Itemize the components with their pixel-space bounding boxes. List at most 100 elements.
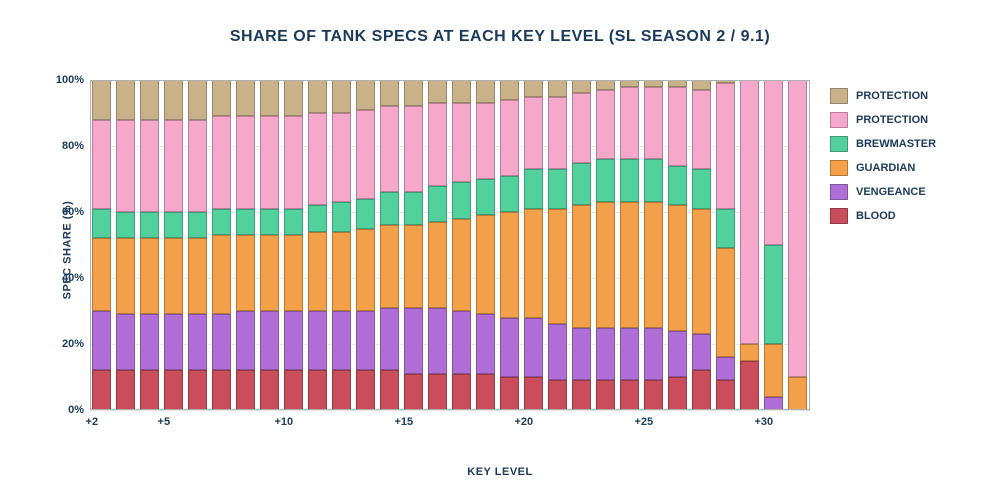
bar-segment-brewmaster [332,202,351,232]
legend-swatch [830,88,848,104]
bar-segment-brewmaster [380,192,399,225]
bar-segment-brewmaster [620,159,639,202]
bar-segment-vengeance [308,311,327,370]
bar-segment-blood [596,380,615,410]
bar-segment-protection_pal [548,97,567,170]
x-tick-label: +10 [274,416,293,428]
bar-segment-protection_pal [164,120,183,212]
bar-segment-protection_pal [668,87,687,166]
bar-segment-protection_pal [692,90,711,169]
bar-segment-brewmaster [356,199,375,229]
bar [596,80,616,410]
bar-segment-blood [308,370,327,410]
x-tick-label: +20 [514,416,533,428]
bar [92,80,112,410]
bar [788,80,808,410]
bar-segment-guardian [164,238,183,314]
bar-segment-protection_war [404,80,423,106]
bar-segment-protection_war [596,80,615,90]
bar-segment-guardian [452,219,471,311]
bar [356,80,376,410]
bar-segment-guardian [740,344,759,361]
legend-swatch [830,184,848,200]
bar-segment-blood [500,377,519,410]
bar-segment-guardian [188,238,207,314]
bar-segment-guardian [548,209,567,325]
bar-segment-protection_war [620,80,639,87]
bar-segment-vengeance [404,308,423,374]
bar [452,80,472,410]
bar [572,80,592,410]
bar-segment-protection_war [380,80,399,106]
bar-segment-blood [524,377,543,410]
bar-segment-protection_pal [620,87,639,160]
bar-segment-blood [668,377,687,410]
bar-segment-blood [692,370,711,410]
bar-segment-protection_war [500,80,519,100]
bar-segment-vengeance [116,314,135,370]
bar [620,80,640,410]
bar-segment-protection_pal [740,80,759,344]
bar-segment-protection_war [452,80,471,103]
bar-segment-protection_pal [236,116,255,208]
bar-segment-protection_pal [212,116,231,208]
bar [476,80,496,410]
bar-segment-blood [476,374,495,410]
x-tick-label: +30 [754,416,773,428]
bar-segment-brewmaster [548,169,567,209]
bar-segment-vengeance [188,314,207,370]
bar [644,80,664,410]
bar-segment-protection_pal [92,120,111,209]
legend-label: VENGEANCE [856,186,926,198]
bar-segment-guardian [764,344,783,397]
bar-segment-vengeance [764,397,783,410]
plot-area: 0%20%40%60%80%100%+2+5+10+15+20+25+30 [90,80,810,410]
bar-segment-brewmaster [428,186,447,222]
x-tick-label: +15 [394,416,413,428]
bar-segment-blood [740,361,759,411]
bar-segment-blood [428,374,447,410]
bar-segment-guardian [572,205,591,327]
bar-segment-protection_war [308,80,327,113]
bar-segment-brewmaster [188,212,207,238]
bar-segment-vengeance [644,328,663,381]
bar-segment-brewmaster [140,212,159,238]
bar-segment-protection_pal [476,103,495,179]
bar-segment-blood [452,374,471,410]
y-tick-label: 60% [62,206,84,218]
y-tick-label: 80% [62,140,84,152]
bar-segment-vengeance [332,311,351,370]
bar-segment-protection_pal [788,80,807,377]
bar [740,80,760,410]
bar-segment-brewmaster [164,212,183,238]
bar-segment-protection_pal [524,97,543,170]
bar-segment-protection_war [548,80,567,97]
bar-segment-brewmaster [260,209,279,235]
bar-segment-guardian [404,225,423,308]
bar-segment-blood [116,370,135,410]
bar-segment-vengeance [236,311,255,370]
bar-segment-guardian [668,205,687,330]
legend-item-guardian: GUARDIAN [830,160,936,176]
bar [692,80,712,410]
bar [332,80,352,410]
bar [548,80,568,410]
bar [764,80,784,410]
bar-segment-protection_war [284,80,303,116]
bar-segment-blood [332,370,351,410]
bar [668,80,688,410]
bar-segment-vengeance [668,331,687,377]
bar-segment-guardian [788,377,807,410]
bar [404,80,424,410]
bar-segment-brewmaster [716,209,735,249]
bar-segment-guardian [116,238,135,314]
bar-segment-protection_war [428,80,447,103]
bar-segment-vengeance [284,311,303,370]
legend-item-brewmaster: BREWMASTER [830,136,936,152]
x-tick-label: +5 [158,416,171,428]
bar-segment-guardian [716,248,735,357]
bar-segment-brewmaster [212,209,231,235]
bar-segment-guardian [692,209,711,334]
bar-segment-protection_war [668,80,687,87]
bar-segment-blood [620,380,639,410]
